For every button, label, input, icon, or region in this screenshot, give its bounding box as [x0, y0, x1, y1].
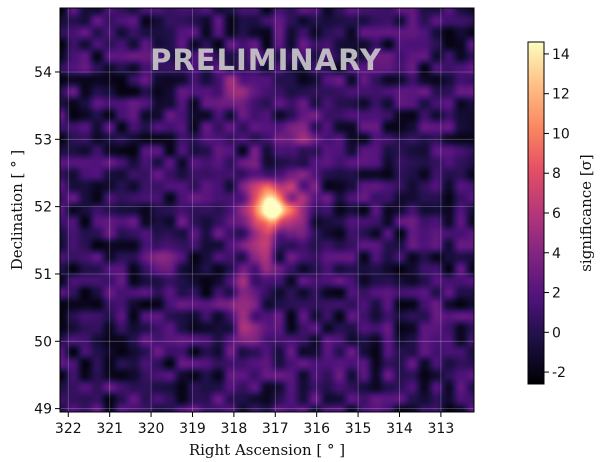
y-tick-label: 52: [34, 200, 52, 216]
y-tick-label: 51: [34, 267, 52, 283]
y-tick-label: 50: [34, 334, 52, 350]
y-tick-label: 49: [34, 402, 52, 418]
colorbar: -2 0 2 4 6 8 10 12 14 significance [σ]: [527, 41, 595, 385]
colorbar-label: significance [σ]: [577, 154, 595, 272]
colorbar-tick-label: 14: [552, 47, 570, 63]
colorbar-ticks: -2 0 2 4 6 8 10 12 14: [544, 47, 570, 381]
y-axis-label: Declination [ ° ]: [8, 150, 26, 271]
colorbar-gradient: [527, 41, 545, 385]
colorbar-tick-label: 0: [552, 325, 561, 341]
colorbar-tick-label: 8: [552, 166, 561, 182]
plot-frame: [59, 7, 475, 413]
significance-map: [60, 8, 474, 412]
colorbar-tick-label: 6: [552, 206, 561, 222]
x-tick-label: 321: [96, 421, 123, 437]
x-tick-label: 319: [179, 421, 206, 437]
colorbar-tick-label: 10: [552, 126, 570, 142]
heatmap-panel: PRELIMINARY: [59, 7, 475, 413]
x-axis-label: Right Ascension [ ° ]: [189, 441, 345, 459]
x-tick-label: 313: [428, 421, 455, 437]
x-tick-label: 315: [345, 421, 372, 437]
y-axis-ticks: 49 50 51 52 53 54: [34, 65, 60, 418]
y-tick-label: 54: [34, 65, 52, 81]
x-tick-label: 318: [221, 421, 248, 437]
colorbar-tick-label: 4: [552, 246, 561, 262]
colorbar-tick-label: 12: [552, 87, 570, 103]
preliminary-watermark: PRELIMINARY: [150, 43, 382, 77]
colorbar-tick-label: 2: [552, 286, 561, 302]
x-tick-label: 322: [55, 421, 82, 437]
x-axis-ticks: 322 321 320 319 318 317 316 315 314 313: [55, 412, 454, 437]
y-tick-label: 53: [34, 132, 52, 148]
colorbar-tick-label: -2: [552, 365, 566, 381]
x-tick-label: 316: [303, 421, 330, 437]
x-tick-label: 320: [138, 421, 165, 437]
grid: [60, 8, 474, 412]
x-tick-label: 317: [262, 421, 289, 437]
x-tick-label: 314: [386, 421, 413, 437]
